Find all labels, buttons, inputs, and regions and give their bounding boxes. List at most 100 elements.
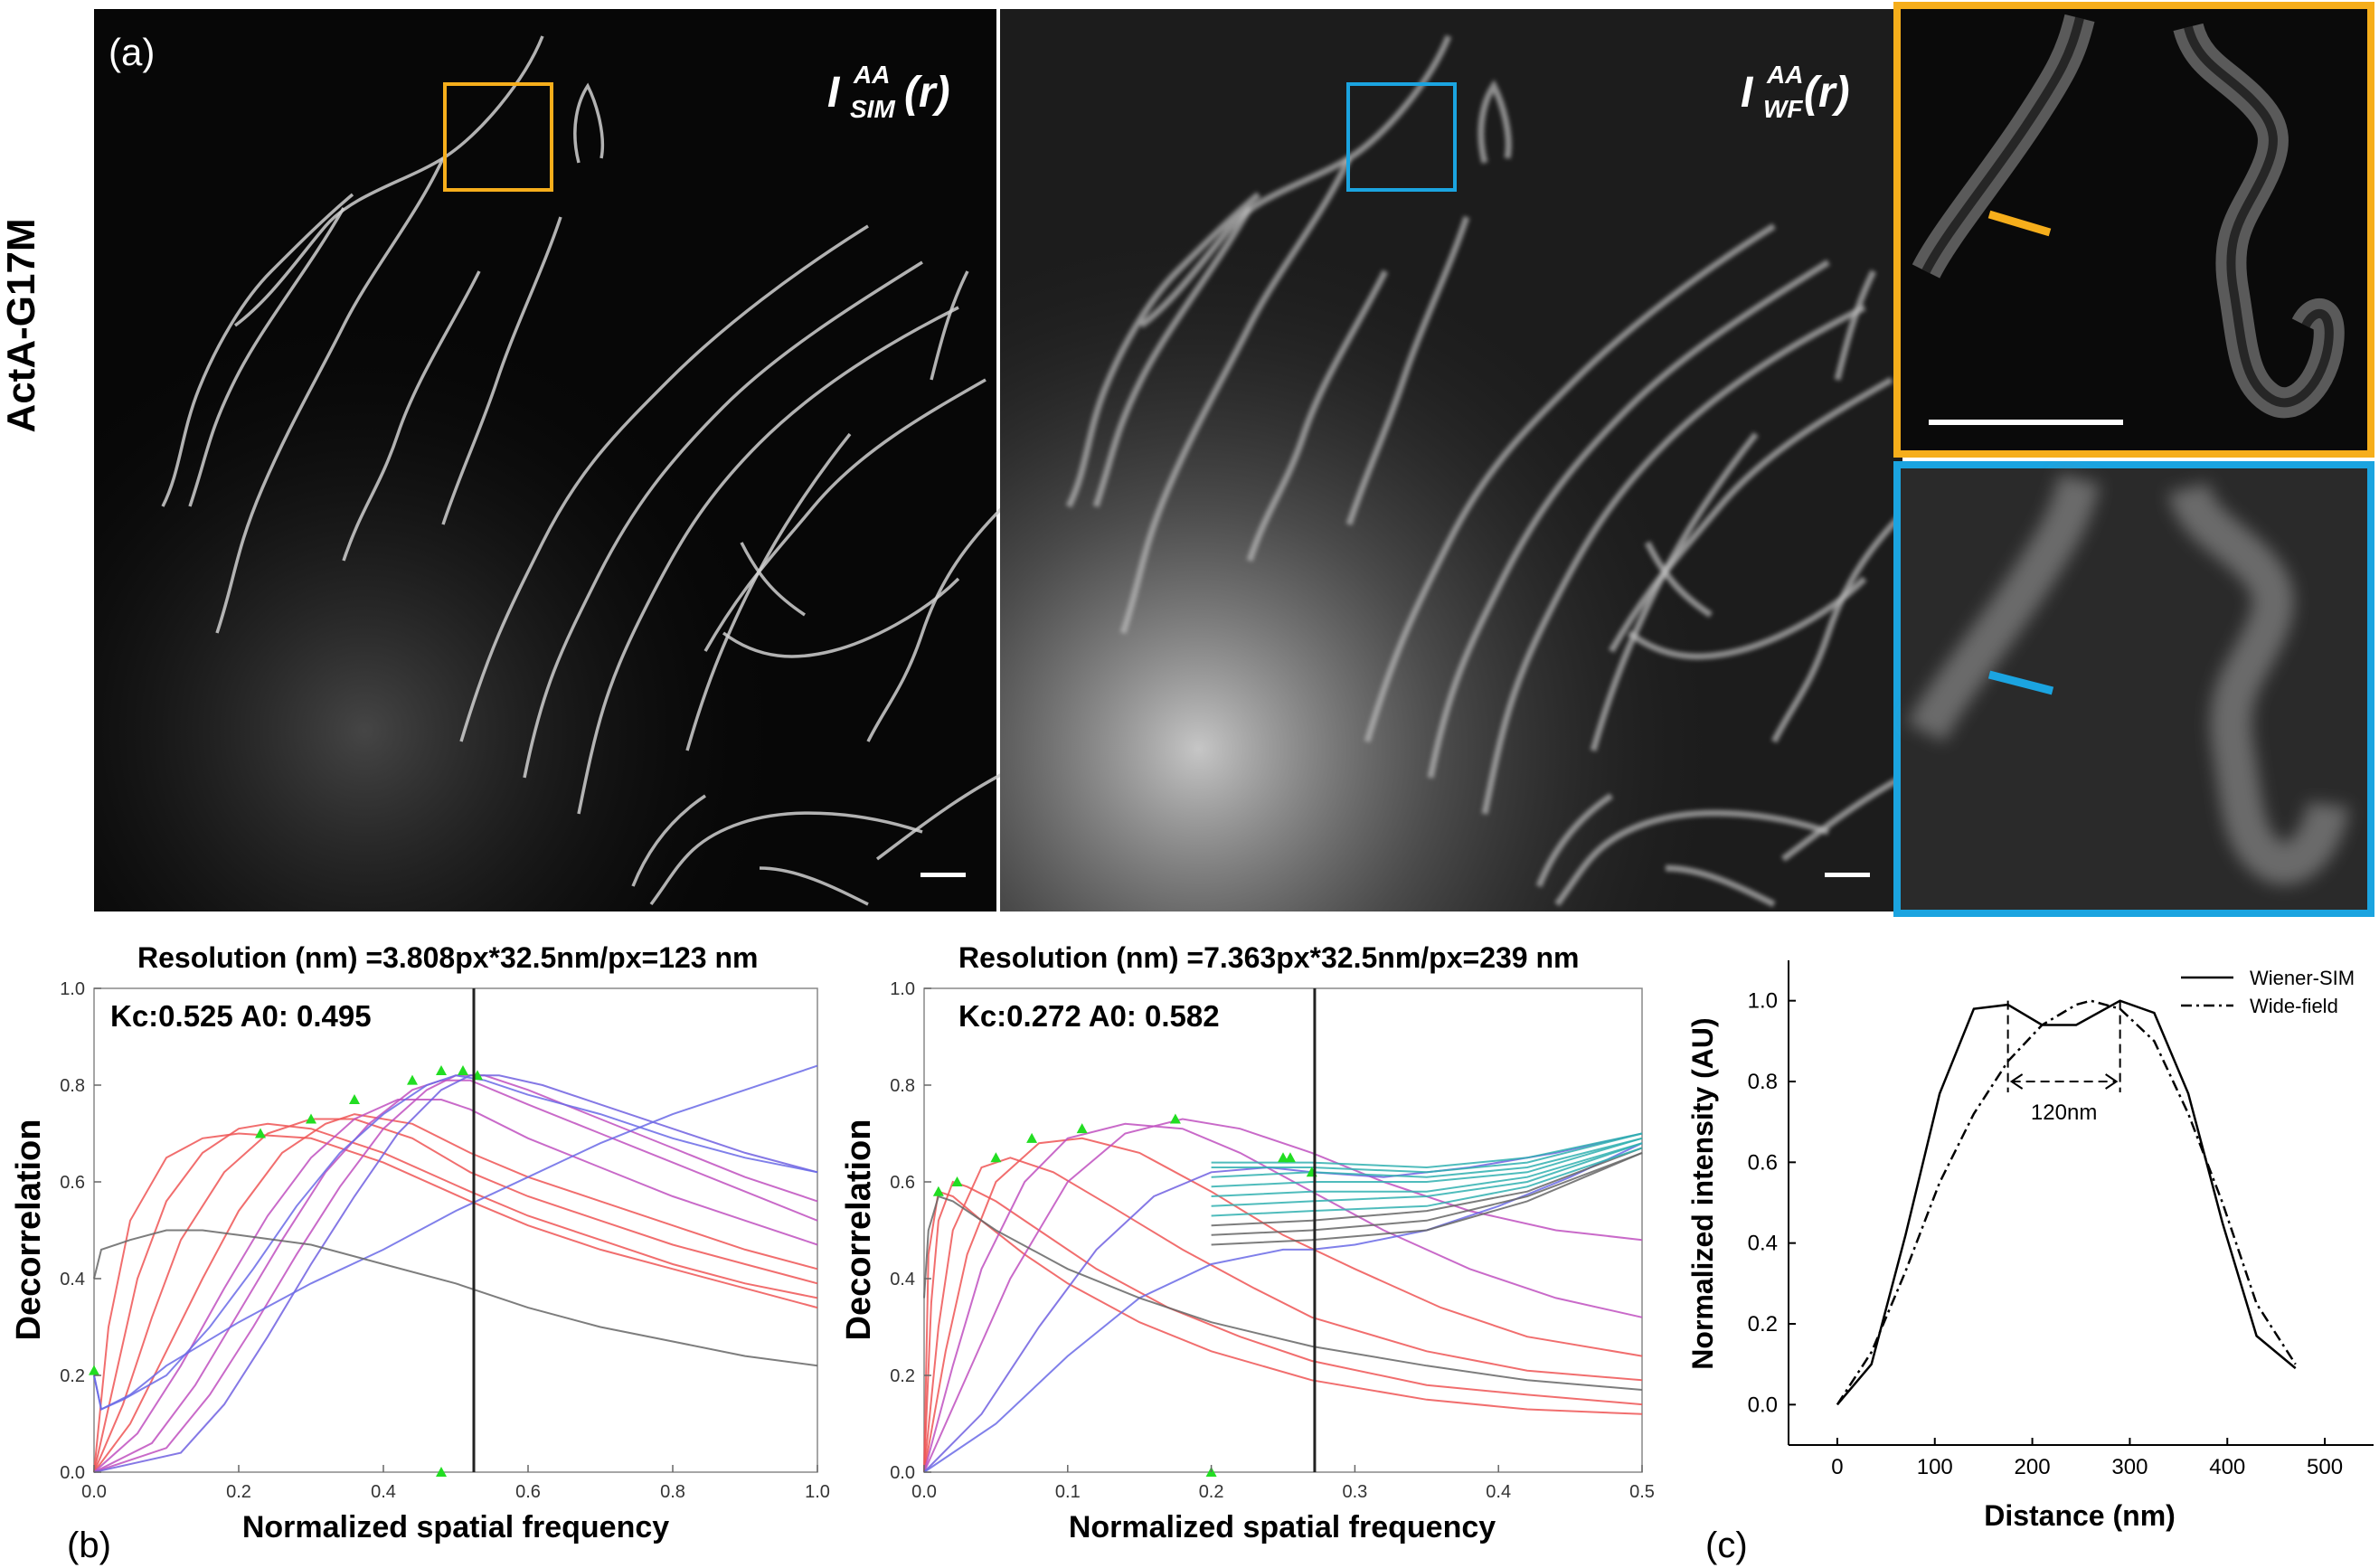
chart2-marker: [1026, 1132, 1038, 1143]
chart2-line-w2: [923, 1157, 1643, 1473]
chart2-ytick-label: 0.6: [890, 1173, 915, 1193]
chart1-line-d4: [93, 1099, 818, 1473]
chart3-xtick-label: 200: [2015, 1455, 2051, 1479]
chart3-ytick-label: 0.2: [1748, 1312, 1778, 1337]
legend-label-wiener-sim: Wiener-SIM: [2250, 967, 2355, 989]
chart1-line-d1: [93, 1122, 818, 1473]
chart2-title: Resolution (nm) =7.363px*32.5nm/px=239 n…: [958, 941, 1579, 974]
chart3-xticks: 0 100 200 300 400 500: [1831, 1438, 2343, 1479]
chart2-ytick-label: 0.2: [890, 1366, 915, 1386]
chart2-xtick-label: 0.0: [911, 1482, 937, 1502]
chart2-ylabel: Decorrelation: [840, 1119, 878, 1341]
chart3-ytick-label: 0.8: [1748, 1070, 1778, 1094]
chart3-ytick-label: 0.0: [1748, 1393, 1778, 1417]
chart3-xtick-label: 300: [2111, 1455, 2148, 1479]
chart2-xticks: 0.0 0.1 0.2 0.3 0.4 0.5: [911, 1465, 1655, 1502]
chart2-xtick-label: 0.2: [1199, 1482, 1224, 1502]
sim-formula-arg: (r): [904, 69, 950, 117]
chart1-marker: [436, 1064, 447, 1075]
chart3-xtick-label: 100: [1917, 1455, 1953, 1479]
chart1-marker: [255, 1128, 266, 1138]
wf-formula-arg: (r): [1804, 69, 1850, 117]
wf-image-glow: [1000, 9, 1902, 912]
chart2-marker: [1284, 1152, 1296, 1163]
panel-c-label: (c): [1705, 1525, 1748, 1565]
chart-line-profile: 120nm 0 100 200 300 400 500 0.0 0.2 0.4 0.6 0.8 1.…: [1686, 960, 2374, 1532]
chart1-line-d5: [93, 1079, 818, 1473]
chart1-plot-area: [93, 987, 818, 1473]
chart3-fwhm-label: 120nm: [2031, 1100, 2097, 1125]
legend-label-wide-field: Wide-field: [2250, 995, 2338, 1017]
chart3-ytick-label: 0.6: [1748, 1150, 1778, 1175]
chart1-markers: [89, 1064, 483, 1477]
chart2-xtick-label: 0.1: [1055, 1482, 1081, 1502]
row-label: ActA-G17M: [0, 218, 43, 432]
chart1-line-d7: [93, 1074, 818, 1473]
chart3-ytick-label: 1.0: [1748, 989, 1778, 1014]
chart1-ytick-label: 0.8: [60, 1076, 85, 1096]
sim-formula-symbol: I: [827, 69, 841, 117]
chart2-marker: [1278, 1152, 1289, 1163]
wf-formula-sub: WF: [1763, 95, 1803, 123]
chart3-xlabel: Distance (nm): [1984, 1499, 2176, 1532]
chart3-series: [1836, 999, 2297, 1406]
sim-inset-scalebar: [1929, 420, 2123, 425]
chart2-ytick-label: 1.0: [890, 979, 915, 999]
chart3-xtick-label: 0: [1831, 1455, 1843, 1479]
chart1-xticks: 0.0 0.2 0.4 0.6 0.8 1.0: [81, 1465, 830, 1502]
chart2-line-raw: [923, 1195, 1643, 1391]
wf-image-panel: I AA WF (r): [1000, 9, 1919, 912]
chart2-marker: [951, 1176, 963, 1186]
wf-formula-sup: AA: [1766, 61, 1803, 89]
chart1-ytick-label: 0.2: [60, 1366, 85, 1386]
chart2-ytick-label: 0.4: [890, 1270, 915, 1289]
chart2-line-t5: [1211, 1142, 1643, 1197]
chart1-line-d3: [93, 1113, 818, 1473]
chart1-marker: [306, 1113, 316, 1124]
chart1-ylabel: Decorrelation: [10, 1119, 48, 1341]
sim-image-formula: I AA SIM (r): [827, 61, 950, 123]
chart1-line-d6: [93, 1074, 818, 1473]
chart1-marker: [458, 1064, 468, 1075]
chart1-marker: [407, 1074, 418, 1085]
chart1-ytick-label: 1.0: [60, 979, 85, 999]
wf-roi-box: [1346, 82, 1457, 192]
chart2-line-t1: [1211, 1151, 1643, 1236]
wf-inset: [1893, 461, 2374, 917]
chart-decorrelation-sim: Resolution (nm) =3.808px*32.5nm/px=123 n…: [10, 941, 830, 1544]
chart2-line-w4: [923, 1122, 1643, 1473]
chart2-marker: [990, 1152, 1002, 1163]
chart2-xtick-label: 0.5: [1629, 1482, 1655, 1502]
sim-inset: [1893, 2, 2374, 458]
chart1-xtick-label: 0.6: [515, 1482, 541, 1502]
chart2-ytick-label: 0.8: [890, 1076, 915, 1096]
chart2-line-t3: [1211, 1147, 1643, 1217]
panel-a-label: (a): [109, 31, 155, 73]
chart2-line-t8: [1211, 1132, 1643, 1174]
chart1-marker: [349, 1094, 360, 1105]
sim-inset-profile-line: [1987, 210, 2052, 237]
chart1-marker: [89, 1365, 99, 1375]
chart1-ytick-label: 0.4: [60, 1270, 85, 1289]
chart3-legend: Wiener-SIM Wide-field: [2181, 967, 2355, 1017]
chart2-line-t0: [1211, 1151, 1643, 1246]
wf-inset-profile-line: [1987, 670, 2054, 695]
chart3-fwhm-arrow-left: [2009, 1073, 2024, 1090]
chart1-series: [93, 1064, 818, 1473]
chart1-ytick-label: 0.6: [60, 1173, 85, 1193]
chart2-ytick-label: 0.0: [890, 1463, 915, 1483]
wf-image-formula: I AA WF (r): [1741, 61, 1850, 123]
chart3-xtick-label: 500: [2307, 1455, 2343, 1479]
chart2-marker: [932, 1185, 944, 1196]
wf-formula-symbol: I: [1741, 69, 1754, 117]
chart2-line-t9: [1211, 1132, 1643, 1169]
chart1-xtick-label: 0.4: [371, 1482, 396, 1502]
chart-decorrelation-wf: Resolution (nm) =7.363px*32.5nm/px=239 n…: [840, 941, 1655, 1544]
chart3-yticks: 0.0 0.2 0.4 0.6 0.8 1.0: [1748, 989, 1796, 1417]
chart1-xtick-label: 0.0: [81, 1482, 107, 1502]
chart3-ytick-label: 0.4: [1748, 1232, 1778, 1256]
chart3-ylabel: Normalized intensity (AU): [1686, 1017, 1719, 1369]
chart2-series: [923, 1118, 1643, 1473]
chart3-line-wide-field: [1836, 999, 2297, 1405]
